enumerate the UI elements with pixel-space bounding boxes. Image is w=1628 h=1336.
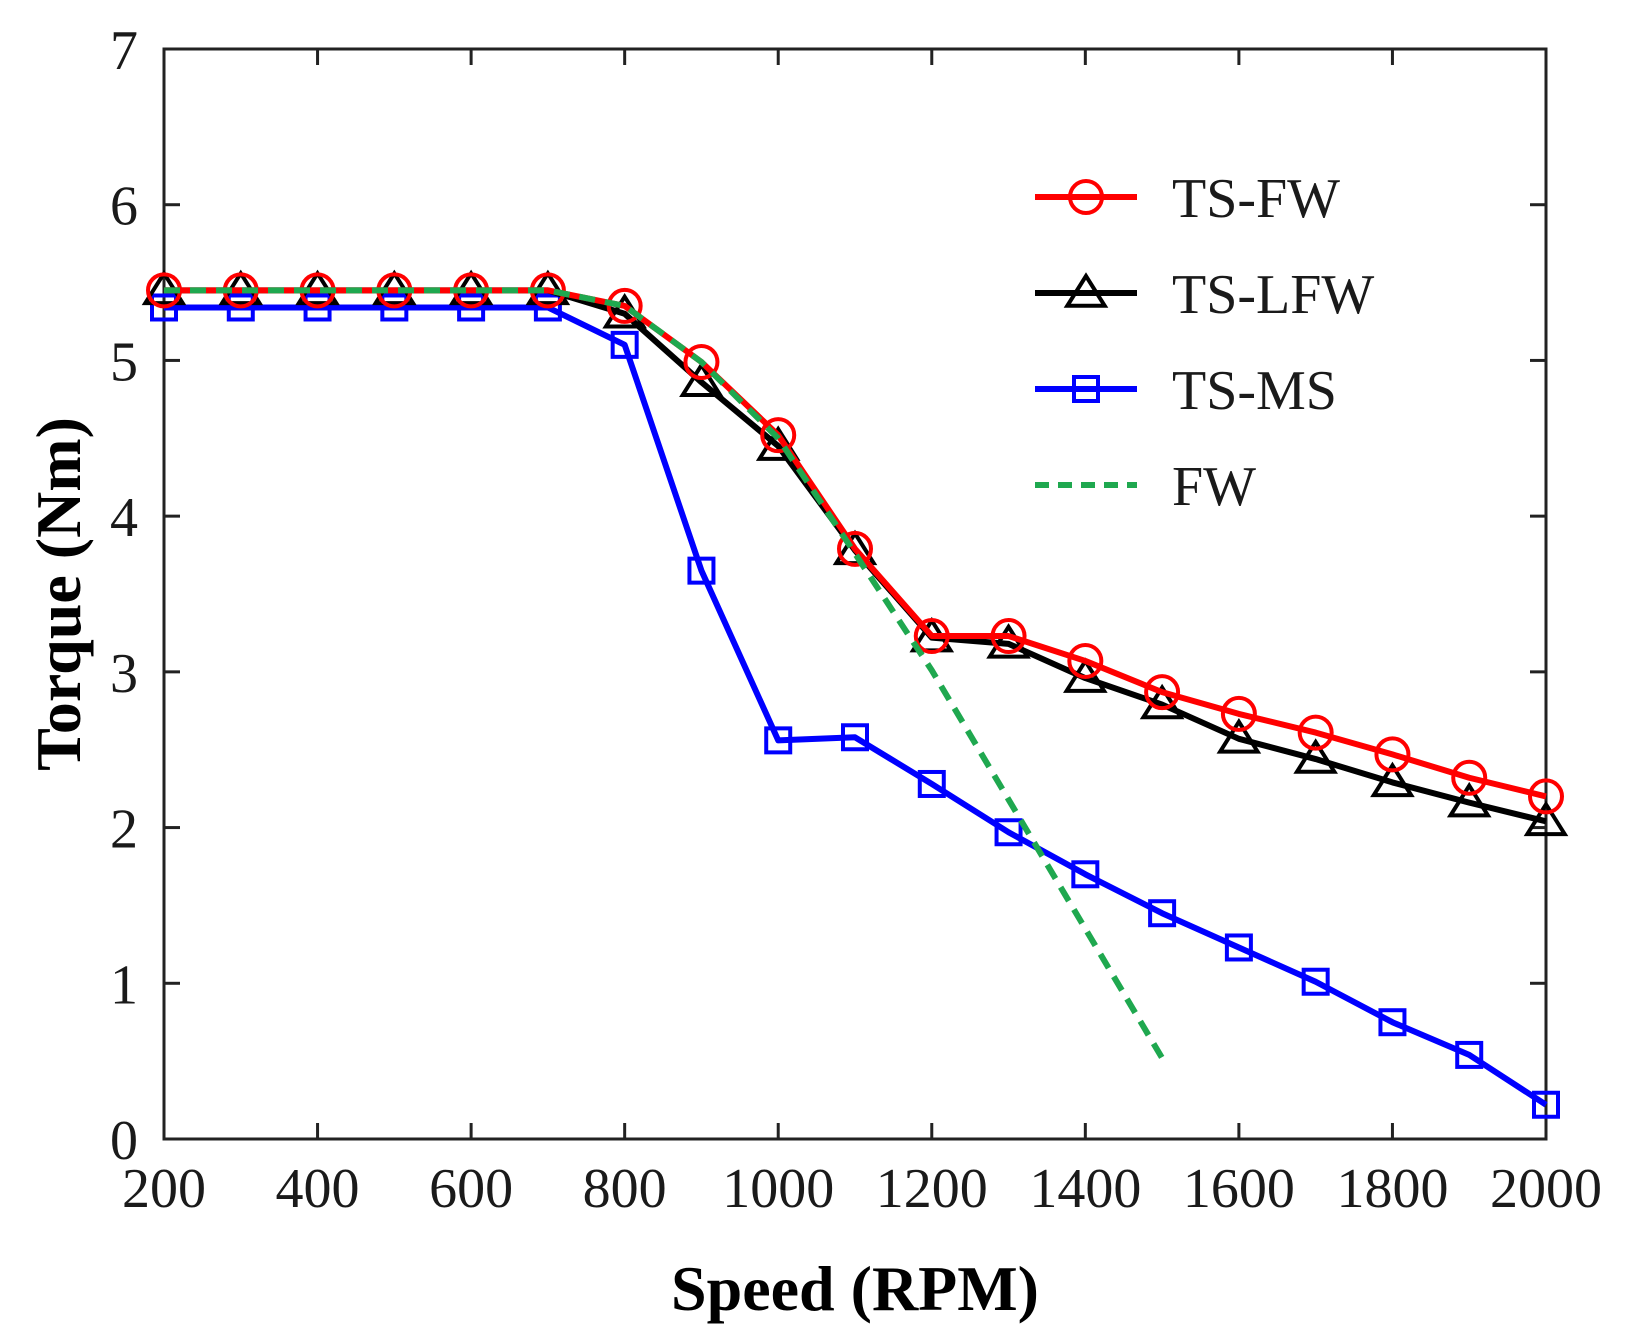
legend-item-ts-fw: TS-FW: [1035, 168, 1340, 230]
data-point-ts-fw: [1067, 642, 1104, 679]
data-point-ts-fw: [1374, 736, 1411, 773]
data-point-ts-fw: [606, 287, 643, 324]
data-point-ts-ms: [1148, 899, 1177, 928]
data-point-ts-ms: [533, 293, 562, 322]
legend-item-ts-lfw: TS-LFW: [1035, 264, 1374, 326]
y-tick-label: 1: [110, 954, 138, 1016]
x-tick-label: 600: [429, 1158, 513, 1220]
legend-label: TS-LFW: [1172, 264, 1374, 326]
x-tick-label: 1600: [1183, 1158, 1295, 1220]
x-tick-label: 2000: [1490, 1158, 1602, 1220]
series-line-fw: [164, 287, 1165, 1060]
data-point-ts-ms: [1224, 933, 1253, 962]
data-point-ts-fw: [760, 417, 797, 454]
data-point-ts-ms: [457, 293, 486, 322]
data-point-ts-ms: [1455, 1040, 1484, 1069]
data-point-ts-fw: [1297, 714, 1334, 751]
legend-label: FW: [1172, 456, 1256, 518]
legend-item-fw: FW: [1035, 456, 1256, 518]
series-layer: [141, 269, 1569, 1119]
axis-ticks: [162, 47, 1548, 1141]
data-point-ts-fw: [913, 618, 950, 655]
data-point-ts-ms: [841, 723, 869, 752]
y-tick-label: 5: [110, 331, 138, 393]
data-point-ts-ms: [917, 769, 946, 798]
legend-marker: [1063, 272, 1109, 308]
data-point-ts-lfw: [1216, 718, 1262, 754]
series-line-ts-fw: [164, 287, 1547, 800]
y-tick-label: 0: [110, 1110, 138, 1172]
data-point-ts-fw: [1451, 759, 1488, 796]
y-tick-label: 6: [110, 176, 138, 238]
data-point-ts-ms: [764, 726, 793, 755]
x-tick-label: 1000: [722, 1158, 834, 1220]
data-point-ts-lfw: [679, 361, 724, 397]
data-point-ts-lfw: [1370, 761, 1415, 798]
data-point-ts-ms: [1301, 967, 1330, 996]
series-ts-ms: [150, 293, 1560, 1119]
y-tick-label: 2: [110, 799, 138, 861]
data-point-ts-lfw: [1139, 683, 1185, 720]
data-point-ts-ms: [303, 293, 332, 322]
data-point-ts-ms: [687, 556, 716, 585]
data-point-ts-ms: [226, 293, 255, 322]
legend-marker: [1072, 375, 1100, 403]
x-tick-label: 1800: [1336, 1158, 1448, 1220]
series-line-ts-ms: [164, 304, 1548, 1108]
legend-item-ts-ms: TS-MS: [1035, 360, 1337, 422]
x-tick-label: 1200: [876, 1158, 988, 1220]
y-tick-label: 3: [110, 643, 138, 705]
x-tick-label: 800: [583, 1158, 667, 1220]
data-point-ts-fw: [990, 618, 1027, 655]
x-tick-label: 1400: [1029, 1158, 1141, 1220]
x-tick-label: 200: [122, 1158, 206, 1220]
legend-label: TS-MS: [1172, 360, 1337, 422]
y-tick-label: 4: [110, 487, 138, 549]
data-point-ts-fw: [683, 343, 720, 380]
data-point-ts-lfw: [1446, 781, 1492, 818]
data-point-ts-ms: [610, 330, 639, 359]
series-ts-fw: [146, 272, 1564, 815]
legend-marker: [1068, 179, 1104, 215]
data-point-ts-lfw: [1523, 800, 1569, 837]
legend: TS-FW TS-LFW TS-MS FW: [1035, 168, 1374, 518]
y-tick-labels: 0 1 2 3 4 5 6 7: [110, 20, 138, 1172]
y-axis-title: Torque (Nm): [23, 417, 94, 771]
data-point-ts-ms: [994, 818, 1023, 847]
data-point-ts-fw: [1144, 674, 1181, 711]
data-point-ts-fw: [837, 530, 873, 567]
x-tick-label: 400: [276, 1158, 360, 1220]
data-point-ts-ms: [380, 293, 409, 322]
x-tick-labels: 200 400 600 800 1000 1200 1400 1600 1800 2000: [122, 1158, 1602, 1220]
data-point-ts-fw: [1528, 778, 1564, 815]
data-point-ts-ms: [1378, 1008, 1407, 1037]
data-point-ts-lfw: [1293, 738, 1338, 774]
series-fw: [164, 287, 1165, 1060]
plot-area: [162, 47, 1548, 1141]
legend-label: TS-FW: [1172, 168, 1340, 230]
data-point-ts-ms: [1071, 860, 1100, 889]
y-tick-label: 7: [110, 20, 138, 82]
data-point-ts-ms: [1532, 1090, 1560, 1119]
data-point-ts-fw: [1220, 695, 1257, 732]
data-point-ts-ms: [150, 293, 178, 322]
x-axis-title: Speed (RPM): [671, 1253, 1039, 1324]
